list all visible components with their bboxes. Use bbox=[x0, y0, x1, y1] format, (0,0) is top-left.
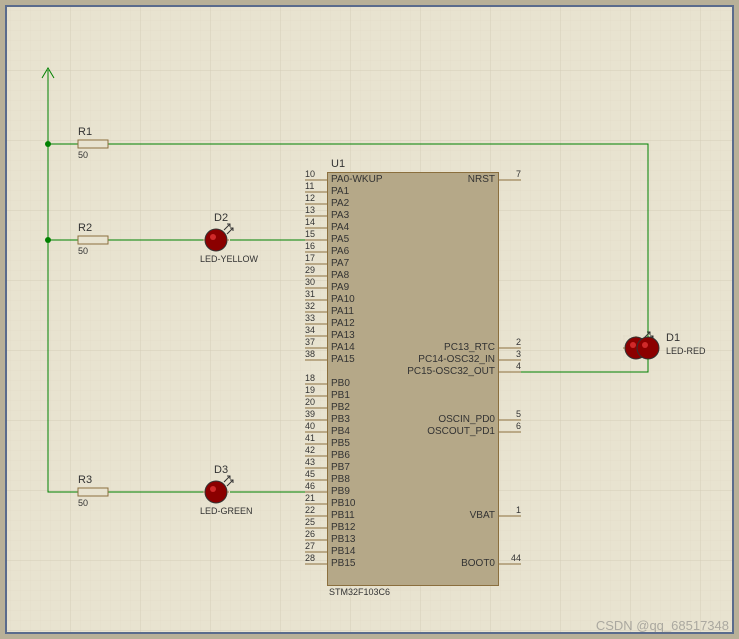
pin-label: PA6 bbox=[331, 246, 349, 257]
pin-number: 11 bbox=[305, 181, 314, 191]
pin-number: 19 bbox=[305, 385, 315, 395]
pin-number: 14 bbox=[305, 217, 315, 227]
pin-label: VBAT bbox=[470, 510, 495, 521]
pin-number: 37 bbox=[305, 337, 315, 347]
pin-label: PB11 bbox=[331, 510, 355, 521]
schematic-canvas: U1 STM32F103C6 10PA0-WKUP11PA112PA213PA3… bbox=[0, 0, 739, 639]
pin-label: PA2 bbox=[331, 198, 349, 209]
pin-number: 7 bbox=[516, 169, 521, 179]
pin-label: PA11 bbox=[331, 306, 354, 317]
pin-label: PB9 bbox=[331, 486, 350, 497]
pin-number: 28 bbox=[305, 553, 315, 563]
pin-number: 39 bbox=[305, 409, 315, 419]
led-part: LED-RED bbox=[666, 346, 706, 356]
pin-number: 20 bbox=[305, 397, 315, 407]
pin-label: PC14-OSC32_IN bbox=[418, 354, 495, 365]
pin-number: 30 bbox=[305, 277, 315, 287]
pin-label: PB15 bbox=[331, 558, 355, 569]
resistor-ref: R3 bbox=[78, 474, 92, 486]
pin-label: PB6 bbox=[331, 450, 350, 461]
pin-label: PB13 bbox=[331, 534, 355, 545]
pin-label: PB8 bbox=[331, 474, 350, 485]
pin-label: PA12 bbox=[331, 318, 355, 329]
pin-label: PB7 bbox=[331, 462, 350, 473]
pin-label: PB3 bbox=[331, 414, 350, 425]
pin-number: 29 bbox=[305, 265, 315, 275]
pin-label: PB12 bbox=[331, 522, 355, 533]
pin-number: 34 bbox=[305, 325, 315, 335]
pin-label: PA3 bbox=[331, 210, 349, 221]
pin-label: PA14 bbox=[331, 342, 355, 353]
pin-number: 12 bbox=[305, 193, 315, 203]
pin-number: 2 bbox=[516, 337, 521, 347]
pin-number: 43 bbox=[305, 457, 315, 467]
pin-number: 26 bbox=[305, 529, 315, 539]
pin-number: 44 bbox=[511, 553, 521, 563]
led-ref: D2 bbox=[214, 212, 228, 224]
pin-number: 4 bbox=[516, 361, 521, 371]
pin-number: 42 bbox=[305, 445, 315, 455]
pin-label: PA13 bbox=[331, 330, 355, 341]
pin-label: BOOT0 bbox=[461, 558, 495, 569]
pin-number: 40 bbox=[305, 421, 315, 431]
pin-label: PB14 bbox=[331, 546, 355, 557]
pin-label: PC15-OSC32_OUT bbox=[407, 366, 495, 377]
pin-label: PB0 bbox=[331, 378, 350, 389]
pin-number: 46 bbox=[305, 481, 315, 491]
pin-label: OSCIN_PD0 bbox=[438, 414, 495, 425]
pin-label: OSCOUT_PD1 bbox=[427, 426, 495, 437]
resistor-value: 50 bbox=[78, 246, 88, 256]
pin-label: PA0-WKUP bbox=[331, 174, 383, 185]
pin-number: 5 bbox=[516, 409, 521, 419]
pin-label: PA15 bbox=[331, 354, 355, 365]
pin-number: 6 bbox=[516, 421, 521, 431]
pin-label: PB10 bbox=[331, 498, 355, 509]
pin-number: 18 bbox=[305, 373, 315, 383]
pin-number: 17 bbox=[305, 253, 315, 263]
pin-label: PA5 bbox=[331, 234, 349, 245]
pin-number: 22 bbox=[305, 505, 315, 515]
pin-label: PA1 bbox=[331, 186, 349, 197]
pin-number: 13 bbox=[305, 205, 315, 215]
labels-layer: 10PA0-WKUP11PA112PA213PA314PA415PA516PA6… bbox=[0, 0, 739, 639]
pin-label: PA4 bbox=[331, 222, 349, 233]
pin-label: PA7 bbox=[331, 258, 349, 269]
pin-number: 32 bbox=[305, 301, 315, 311]
pin-label: PA10 bbox=[331, 294, 355, 305]
pin-number: 16 bbox=[305, 241, 315, 251]
led-ref: D3 bbox=[214, 464, 228, 476]
resistor-ref: R1 bbox=[78, 126, 92, 138]
pin-number: 33 bbox=[305, 313, 315, 323]
pin-number: 3 bbox=[516, 349, 521, 359]
led-ref: D1 bbox=[666, 332, 680, 344]
pin-label: PB5 bbox=[331, 438, 350, 449]
pin-number: 38 bbox=[305, 349, 315, 359]
led-part: LED-GREEN bbox=[200, 506, 253, 516]
pin-number: 41 bbox=[305, 433, 315, 443]
pin-number: 15 bbox=[305, 229, 315, 239]
pin-label: PB4 bbox=[331, 426, 350, 437]
pin-label: PA9 bbox=[331, 282, 349, 293]
pin-number: 10 bbox=[305, 169, 315, 179]
pin-number: 45 bbox=[305, 469, 315, 479]
pin-number: 21 bbox=[305, 493, 315, 503]
pin-number: 25 bbox=[305, 517, 315, 527]
resistor-value: 50 bbox=[78, 150, 88, 160]
pin-label: PC13_RTC bbox=[444, 342, 495, 353]
pin-label: PB1 bbox=[331, 390, 350, 401]
pin-number: 1 bbox=[516, 505, 521, 515]
pin-label: NRST bbox=[468, 174, 495, 185]
resistor-ref: R2 bbox=[78, 222, 92, 234]
pin-label: PB2 bbox=[331, 402, 350, 413]
resistor-value: 50 bbox=[78, 498, 88, 508]
pin-number: 27 bbox=[305, 541, 315, 551]
pin-label: PA8 bbox=[331, 270, 349, 281]
led-part: LED-YELLOW bbox=[200, 254, 258, 264]
pin-number: 31 bbox=[305, 289, 315, 299]
